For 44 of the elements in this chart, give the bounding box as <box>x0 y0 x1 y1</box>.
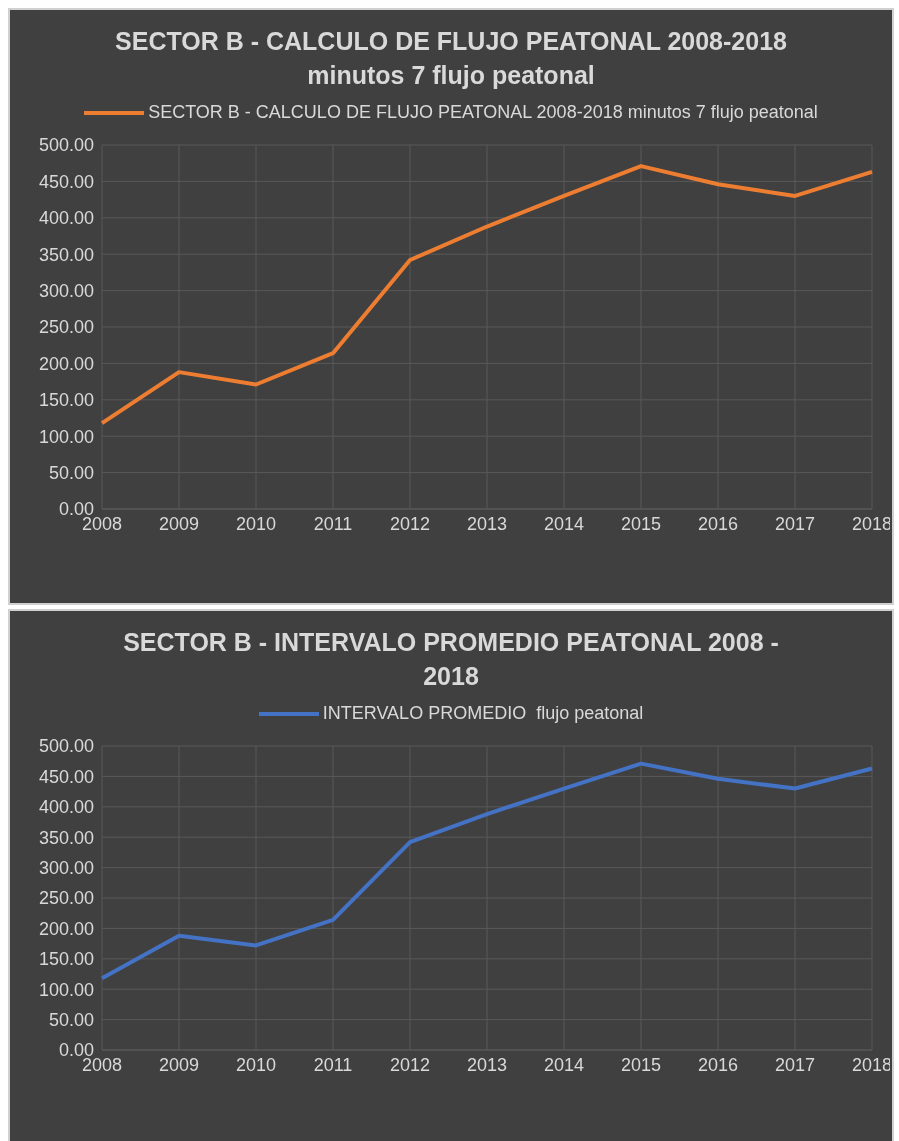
y-tick-label: 100.00 <box>38 426 94 447</box>
x-tick-label: 2011 <box>313 513 353 534</box>
x-tick-label: 2015 <box>620 1054 662 1075</box>
x-tick-label: 2017 <box>774 1054 816 1075</box>
legend-label: SECTOR B - CALCULO DE FLUJO PEATONAL 2008-2018 minutos 7 flujo peatonal <box>148 102 818 123</box>
y-tick-label: 50.00 <box>48 1009 94 1030</box>
y-tick-label: 250.00 <box>38 317 94 338</box>
x-tick-label: 2010 <box>235 1054 277 1075</box>
y-tick-label: 300.00 <box>38 857 94 878</box>
line-series <box>100 164 874 426</box>
x-tick-label: 2012 <box>389 513 431 534</box>
x-tick-label: 2010 <box>235 513 277 534</box>
y-tick-label: 300.00 <box>38 280 94 301</box>
y-tick-label: 350.00 <box>38 827 94 848</box>
x-tick-label: 2016 <box>697 1054 739 1075</box>
y-tick-label: 150.00 <box>38 949 94 970</box>
y-tick-label: 250.00 <box>38 888 94 909</box>
x-tick-label: 2015 <box>620 513 662 534</box>
x-tick-label: 2009 <box>158 513 200 534</box>
y-tick-label: 500.00 <box>38 736 94 757</box>
x-tick-label: 2017 <box>774 513 816 534</box>
x-tick-label: 2012 <box>389 1054 431 1075</box>
y-tick-label: 500.00 <box>38 135 94 156</box>
y-tick-label: 450.00 <box>38 766 94 787</box>
y-tick-label: 450.00 <box>38 171 94 192</box>
y-tick-label: 100.00 <box>38 979 94 1000</box>
x-tick-label: 2014 <box>543 1054 585 1075</box>
y-tick-label: 350.00 <box>38 244 94 265</box>
y-tick-label: 400.00 <box>38 797 94 818</box>
x-tick-label: 2016 <box>697 513 739 534</box>
legend-label: INTERVALO PROMEDIO flujo peatonal <box>322 703 644 724</box>
x-tick-label: 2013 <box>466 513 508 534</box>
x-tick-label: 2014 <box>543 513 585 534</box>
y-tick-label: 400.00 <box>38 208 94 229</box>
y-tick-label: 50.00 <box>48 462 94 483</box>
chart-title: SECTOR B - CALCULO DE FLUJO PEATONAL 2008-2018 minutos 7 flujo peatonal <box>114 26 788 91</box>
y-tick-label: 200.00 <box>38 918 94 939</box>
chart-title: SECTOR B - INTERVALO PROMEDIO PEATONAL 2008 - 2018 <box>122 627 780 692</box>
x-tick-label: 2009 <box>158 1054 200 1075</box>
x-tick-label: 2013 <box>466 1054 508 1075</box>
y-tick-label: 150.00 <box>38 390 94 411</box>
line-series <box>100 761 874 981</box>
y-tick-label: 200.00 <box>38 353 94 374</box>
x-tick-label: 2011 <box>313 1054 353 1075</box>
